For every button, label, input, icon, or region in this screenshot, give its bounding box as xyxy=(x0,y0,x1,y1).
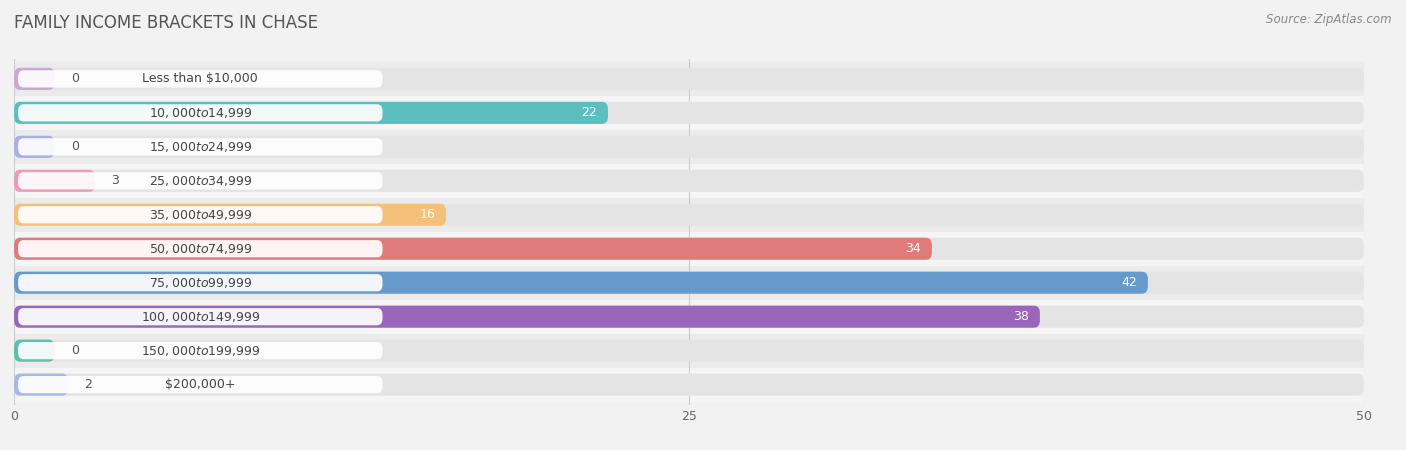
FancyBboxPatch shape xyxy=(14,306,1040,328)
Text: 16: 16 xyxy=(419,208,436,221)
FancyBboxPatch shape xyxy=(14,340,55,362)
FancyBboxPatch shape xyxy=(14,204,1364,226)
FancyBboxPatch shape xyxy=(14,238,932,260)
FancyBboxPatch shape xyxy=(14,340,1364,362)
Text: FAMILY INCOME BRACKETS IN CHASE: FAMILY INCOME BRACKETS IN CHASE xyxy=(14,14,318,32)
FancyBboxPatch shape xyxy=(14,68,1364,90)
Bar xyxy=(14,130,1364,164)
FancyBboxPatch shape xyxy=(18,308,382,325)
Text: $15,000 to $24,999: $15,000 to $24,999 xyxy=(149,140,252,154)
FancyBboxPatch shape xyxy=(14,170,1364,192)
FancyBboxPatch shape xyxy=(14,306,1364,328)
FancyBboxPatch shape xyxy=(18,172,382,189)
FancyBboxPatch shape xyxy=(14,136,1364,158)
FancyBboxPatch shape xyxy=(18,104,382,122)
Text: $100,000 to $149,999: $100,000 to $149,999 xyxy=(141,310,260,324)
FancyBboxPatch shape xyxy=(18,274,382,291)
FancyBboxPatch shape xyxy=(18,376,382,393)
FancyBboxPatch shape xyxy=(14,238,1364,260)
FancyBboxPatch shape xyxy=(14,374,67,396)
Text: 34: 34 xyxy=(905,242,921,255)
FancyBboxPatch shape xyxy=(14,68,55,90)
Text: 0: 0 xyxy=(70,344,79,357)
FancyBboxPatch shape xyxy=(14,102,607,124)
Text: Source: ZipAtlas.com: Source: ZipAtlas.com xyxy=(1267,14,1392,27)
Text: 38: 38 xyxy=(1014,310,1029,323)
FancyBboxPatch shape xyxy=(18,70,382,87)
Bar xyxy=(14,300,1364,333)
FancyBboxPatch shape xyxy=(18,206,382,223)
FancyBboxPatch shape xyxy=(14,170,96,192)
Bar xyxy=(14,62,1364,96)
Bar xyxy=(14,266,1364,300)
FancyBboxPatch shape xyxy=(18,342,382,359)
Bar xyxy=(14,164,1364,198)
Bar xyxy=(14,368,1364,401)
Text: $200,000+: $200,000+ xyxy=(165,378,236,391)
Text: $50,000 to $74,999: $50,000 to $74,999 xyxy=(149,242,252,256)
Text: $25,000 to $34,999: $25,000 to $34,999 xyxy=(149,174,252,188)
FancyBboxPatch shape xyxy=(18,138,382,155)
Bar xyxy=(14,96,1364,130)
FancyBboxPatch shape xyxy=(18,240,382,257)
Text: $35,000 to $49,999: $35,000 to $49,999 xyxy=(149,208,252,222)
Text: 0: 0 xyxy=(70,72,79,86)
FancyBboxPatch shape xyxy=(14,374,1364,396)
Text: $10,000 to $14,999: $10,000 to $14,999 xyxy=(149,106,252,120)
Text: $75,000 to $99,999: $75,000 to $99,999 xyxy=(149,276,252,290)
Text: 42: 42 xyxy=(1122,276,1137,289)
Text: 3: 3 xyxy=(111,174,120,187)
FancyBboxPatch shape xyxy=(14,102,1364,124)
Text: Less than $10,000: Less than $10,000 xyxy=(142,72,259,86)
FancyBboxPatch shape xyxy=(14,136,55,158)
Bar xyxy=(14,232,1364,266)
FancyBboxPatch shape xyxy=(14,204,446,226)
Text: 22: 22 xyxy=(582,106,598,119)
Bar xyxy=(14,333,1364,368)
FancyBboxPatch shape xyxy=(14,272,1364,294)
Text: 2: 2 xyxy=(84,378,93,391)
Bar xyxy=(14,198,1364,232)
FancyBboxPatch shape xyxy=(14,272,1147,294)
Text: 0: 0 xyxy=(70,140,79,153)
Text: $150,000 to $199,999: $150,000 to $199,999 xyxy=(141,344,260,358)
